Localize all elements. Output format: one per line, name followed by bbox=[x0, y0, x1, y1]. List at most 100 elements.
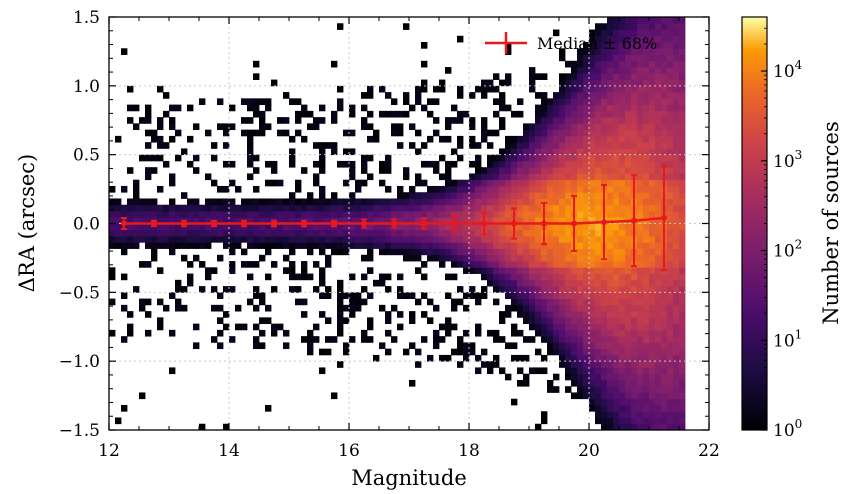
heatmap-cell bbox=[355, 236, 362, 243]
heatmap-cell bbox=[643, 110, 650, 118]
heatmap-cell bbox=[613, 60, 620, 68]
heatmap-cell bbox=[679, 386, 686, 393]
heatmap-cell bbox=[583, 135, 590, 143]
heatmap-cell bbox=[649, 185, 656, 193]
heatmap-cell bbox=[601, 117, 608, 124]
heatmap-cell bbox=[223, 185, 230, 193]
heatmap-cell bbox=[667, 248, 674, 256]
heatmap-cell bbox=[649, 404, 656, 412]
median-point bbox=[421, 220, 427, 227]
heatmap-cell bbox=[565, 104, 572, 112]
heatmap-cell bbox=[619, 261, 626, 268]
heatmap-cell bbox=[367, 198, 374, 206]
heatmap-cell bbox=[529, 292, 536, 299]
heatmap-cell bbox=[589, 79, 596, 87]
heatmap-cell bbox=[445, 67, 452, 74]
heatmap-cell bbox=[241, 117, 248, 124]
heatmap-cell bbox=[583, 311, 590, 318]
heatmap-cell bbox=[553, 286, 560, 293]
heatmap-cell bbox=[589, 317, 596, 325]
heatmap-cell bbox=[541, 117, 548, 124]
heatmap-cell bbox=[523, 142, 530, 149]
heatmap-cell bbox=[229, 286, 236, 293]
heatmap-cell bbox=[589, 98, 596, 106]
heatmap-cell bbox=[463, 348, 470, 356]
heatmap-cell bbox=[499, 179, 506, 187]
heatmap-cell bbox=[679, 42, 686, 49]
heatmap-cell bbox=[613, 279, 620, 287]
heatmap-cell bbox=[529, 317, 536, 325]
heatmap-cell bbox=[601, 367, 608, 375]
heatmap-cell bbox=[589, 148, 596, 156]
heatmap-cell bbox=[631, 336, 638, 343]
heatmap-cell bbox=[175, 104, 182, 112]
heatmap-cell bbox=[643, 67, 650, 74]
heatmap-cell bbox=[271, 198, 278, 206]
heatmap-cell bbox=[589, 404, 596, 412]
heatmap-cell bbox=[511, 304, 518, 312]
heatmap-cell bbox=[529, 198, 536, 206]
heatmap-cell bbox=[517, 223, 524, 231]
heatmap-cell bbox=[313, 242, 320, 249]
heatmap-cell bbox=[637, 392, 644, 400]
heatmap-cell bbox=[619, 417, 626, 425]
heatmap-cell bbox=[631, 354, 638, 362]
heatmap-cell bbox=[109, 236, 116, 243]
heatmap-cell bbox=[361, 210, 368, 218]
heatmap-cell bbox=[589, 60, 596, 68]
heatmap-cell bbox=[409, 254, 416, 262]
heatmap-cell bbox=[151, 242, 158, 249]
heatmap-cell bbox=[547, 148, 554, 156]
heatmap-cell bbox=[331, 117, 338, 124]
heatmap-cell bbox=[553, 92, 560, 99]
heatmap-cell bbox=[637, 242, 644, 249]
heatmap-cell bbox=[607, 279, 614, 287]
heatmap-cell bbox=[619, 123, 626, 131]
heatmap-cell bbox=[607, 361, 614, 368]
heatmap-cell bbox=[547, 154, 554, 162]
heatmap-cell bbox=[661, 273, 668, 281]
heatmap-cell bbox=[559, 98, 566, 106]
heatmap-cell bbox=[325, 217, 332, 224]
heatmap-cell bbox=[601, 354, 608, 362]
heatmap-cell bbox=[409, 229, 416, 237]
heatmap-cell bbox=[529, 367, 536, 375]
heatmap-cell bbox=[373, 279, 380, 287]
heatmap-cell bbox=[553, 236, 560, 243]
heatmap-cell bbox=[529, 129, 536, 137]
heatmap-cell bbox=[505, 192, 512, 199]
heatmap-cell bbox=[499, 160, 506, 168]
heatmap-cell bbox=[655, 217, 662, 224]
heatmap-cell bbox=[265, 317, 272, 325]
heatmap-cell bbox=[175, 236, 182, 243]
heatmap-cell bbox=[307, 242, 314, 249]
heatmap-cell bbox=[505, 142, 512, 149]
heatmap-cell bbox=[313, 198, 320, 206]
heatmap-cell bbox=[637, 373, 644, 381]
heatmap-cell bbox=[679, 392, 686, 400]
heatmap-cell bbox=[649, 329, 656, 337]
heatmap-cell bbox=[415, 204, 422, 212]
heatmap-cell bbox=[661, 160, 668, 168]
heatmap-cell bbox=[637, 17, 644, 24]
heatmap-cell bbox=[481, 135, 488, 143]
heatmap-cell bbox=[607, 354, 614, 362]
heatmap-cell bbox=[361, 204, 368, 212]
heatmap-cell bbox=[595, 286, 602, 293]
heatmap-cell bbox=[577, 179, 584, 187]
heatmap-cell bbox=[175, 210, 182, 218]
heatmap-cell bbox=[511, 248, 518, 256]
heatmap-cell bbox=[619, 79, 626, 87]
heatmap-cell bbox=[589, 348, 596, 356]
heatmap-cell bbox=[145, 223, 152, 231]
heatmap-cell bbox=[493, 261, 500, 268]
heatmap-cell bbox=[571, 373, 578, 381]
heatmap-cell bbox=[595, 192, 602, 199]
heatmap-cell bbox=[445, 254, 452, 262]
heatmap-cell bbox=[211, 304, 218, 312]
heatmap-cell bbox=[631, 292, 638, 299]
heatmap-cell bbox=[481, 292, 488, 299]
heatmap-cell bbox=[643, 261, 650, 268]
heatmap-cell bbox=[319, 204, 326, 212]
heatmap-cell bbox=[493, 192, 500, 199]
